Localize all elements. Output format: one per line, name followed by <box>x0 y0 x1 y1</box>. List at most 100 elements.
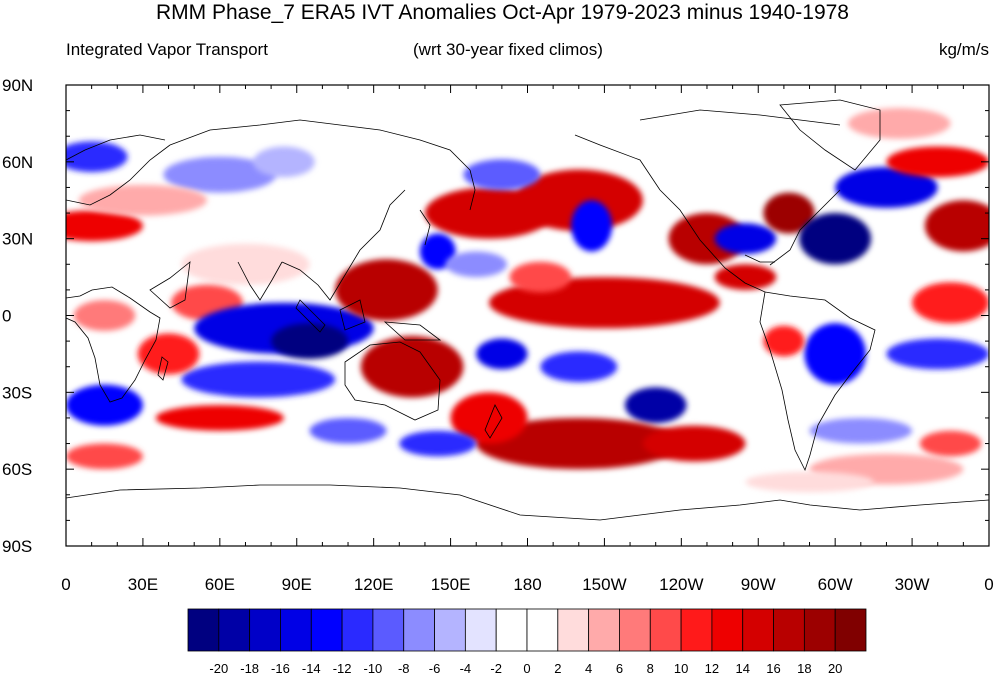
colorbar-tick-label: -6 <box>429 661 441 676</box>
anomaly-region <box>571 200 613 252</box>
colorbar-box <box>341 608 374 652</box>
variable-label: Integrated Vapor Transport <box>66 40 268 59</box>
lon-label: 0 <box>61 575 70 594</box>
lon-label: 90W <box>741 575 776 594</box>
colorbar-labels: -20 -18 -16 -14 -12 -10 -8 -6 -4 -2 0 2 4 6 8 10 12 14 16 1… <box>209 661 842 676</box>
colorbar-tick-label: 2 <box>554 661 561 676</box>
anomaly-region <box>924 200 989 252</box>
anomaly-region <box>886 146 989 178</box>
colorbar-box <box>280 608 312 652</box>
anomaly-region <box>476 417 682 470</box>
lat-label: 0 <box>2 307 11 326</box>
anomaly-region <box>799 213 872 265</box>
anomaly-region <box>445 251 507 278</box>
coast-antarctica <box>66 484 989 521</box>
anomaly-region <box>271 323 349 360</box>
colorbar-tick-label: -4 <box>460 661 472 676</box>
anomaly-region <box>309 417 387 444</box>
colorbar-box <box>834 608 867 652</box>
colorbar-tick-label: 10 <box>674 661 688 676</box>
lon-label: 30W <box>895 575 930 594</box>
coast-alaska <box>574 134 661 191</box>
anomaly-region <box>642 425 746 462</box>
anomaly-region <box>399 430 477 457</box>
colorbar-tick-label: 14 <box>735 661 749 676</box>
colorbar-box <box>619 608 651 652</box>
colorbar-box <box>588 608 620 652</box>
anomaly-region <box>886 338 989 370</box>
colorbar-box <box>526 608 559 652</box>
colorbar-tick-label: 4 <box>585 661 592 676</box>
coast-sea-asia <box>281 189 406 301</box>
anomaly-region <box>809 417 913 444</box>
anomaly-region <box>181 361 336 398</box>
colorbar-box <box>249 608 281 652</box>
anomaly-region <box>835 166 938 208</box>
coast-kamchatka <box>469 169 476 211</box>
lon-label: 60W <box>818 575 853 594</box>
latitude-ticks <box>66 84 989 547</box>
anomaly-region <box>253 146 315 178</box>
anomaly-region <box>668 213 746 265</box>
anomaly-region <box>137 333 200 375</box>
lon-label: 90E <box>282 575 312 594</box>
colorbar-tick-label: 16 <box>766 661 780 676</box>
anomaly-region <box>450 392 528 444</box>
colorbar-box <box>680 608 713 652</box>
colorbar-box <box>403 608 435 652</box>
coast-arctic-canada <box>639 109 841 126</box>
colorbar-tick-label: -20 <box>209 661 228 676</box>
anomaly-region <box>763 192 815 234</box>
coast-australia <box>344 341 441 421</box>
colorbar-box <box>742 608 774 652</box>
coast-south-america <box>759 291 876 472</box>
anomaly-region <box>514 169 643 231</box>
anomaly-region <box>360 335 464 398</box>
coast-arabia <box>149 261 191 309</box>
anomaly-region <box>335 259 438 321</box>
lon-label: 120E <box>354 575 394 594</box>
anomaly-region <box>163 156 277 193</box>
anomaly-region <box>66 443 143 470</box>
lat-label: 90N <box>2 76 33 95</box>
anomaly-region <box>745 471 874 493</box>
anomaly-region <box>804 323 866 385</box>
anomaly-region <box>155 405 284 431</box>
anomaly-region <box>509 261 572 293</box>
colorbar-box <box>434 608 466 652</box>
latitude-labels: 90N 60N 30N 0 30S 60S 90S <box>2 76 33 556</box>
colorbar-box <box>310 608 343 652</box>
anomaly-region <box>847 108 951 139</box>
lat-label: 60S <box>2 460 32 479</box>
coast-europe <box>66 144 171 206</box>
colorbar-tick-label: -2 <box>490 661 502 676</box>
colorbar-tick-label: 0 <box>523 661 530 676</box>
anomaly-region <box>66 141 128 173</box>
coast-north-eurasia <box>169 119 471 171</box>
lon-label: 180 <box>513 575 541 594</box>
lat-label: 60N <box>2 153 33 172</box>
colorbar-box <box>711 608 744 652</box>
map-frame <box>65 84 990 547</box>
coast-gulf <box>744 254 775 263</box>
colorbar-tick-label: -14 <box>302 661 321 676</box>
lat-label: 30N <box>2 230 33 249</box>
anomaly-region <box>919 430 982 457</box>
lon-label: 150E <box>431 575 471 594</box>
units-label: kg/m/s <box>938 40 989 59</box>
anomaly-region <box>66 384 143 426</box>
colorbar-box <box>803 608 836 652</box>
lon-label: 30E <box>128 575 158 594</box>
anomaly-region <box>73 300 136 331</box>
coast-borneo <box>339 299 366 331</box>
anomaly-region <box>714 223 777 255</box>
anomaly-region <box>714 264 777 290</box>
colorbar-tick-label: 20 <box>828 661 842 676</box>
coast-scandinavia <box>66 134 166 161</box>
coast-africa <box>66 286 161 403</box>
lon-label: 0 <box>984 575 993 594</box>
anomaly-region <box>763 325 805 357</box>
colorbar-box <box>372 608 405 652</box>
anomaly-region <box>540 351 618 383</box>
